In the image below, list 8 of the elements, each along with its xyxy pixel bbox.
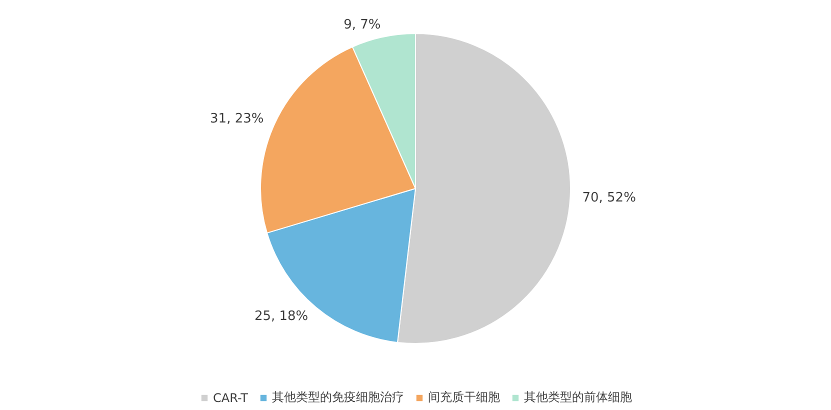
legend-label: 间充质干细胞 — [428, 389, 500, 406]
legend-label: 其他类型的前体细胞 — [524, 389, 632, 406]
data-label: 9, 7% — [344, 18, 381, 33]
data-label: 31, 23% — [210, 111, 264, 126]
data-label: 70, 52% — [582, 190, 636, 206]
legend-label: CAR-T — [213, 390, 248, 404]
data-label: 25, 18% — [254, 308, 308, 324]
legend-label: 其他类型的免疫细胞治疗 — [272, 389, 404, 406]
